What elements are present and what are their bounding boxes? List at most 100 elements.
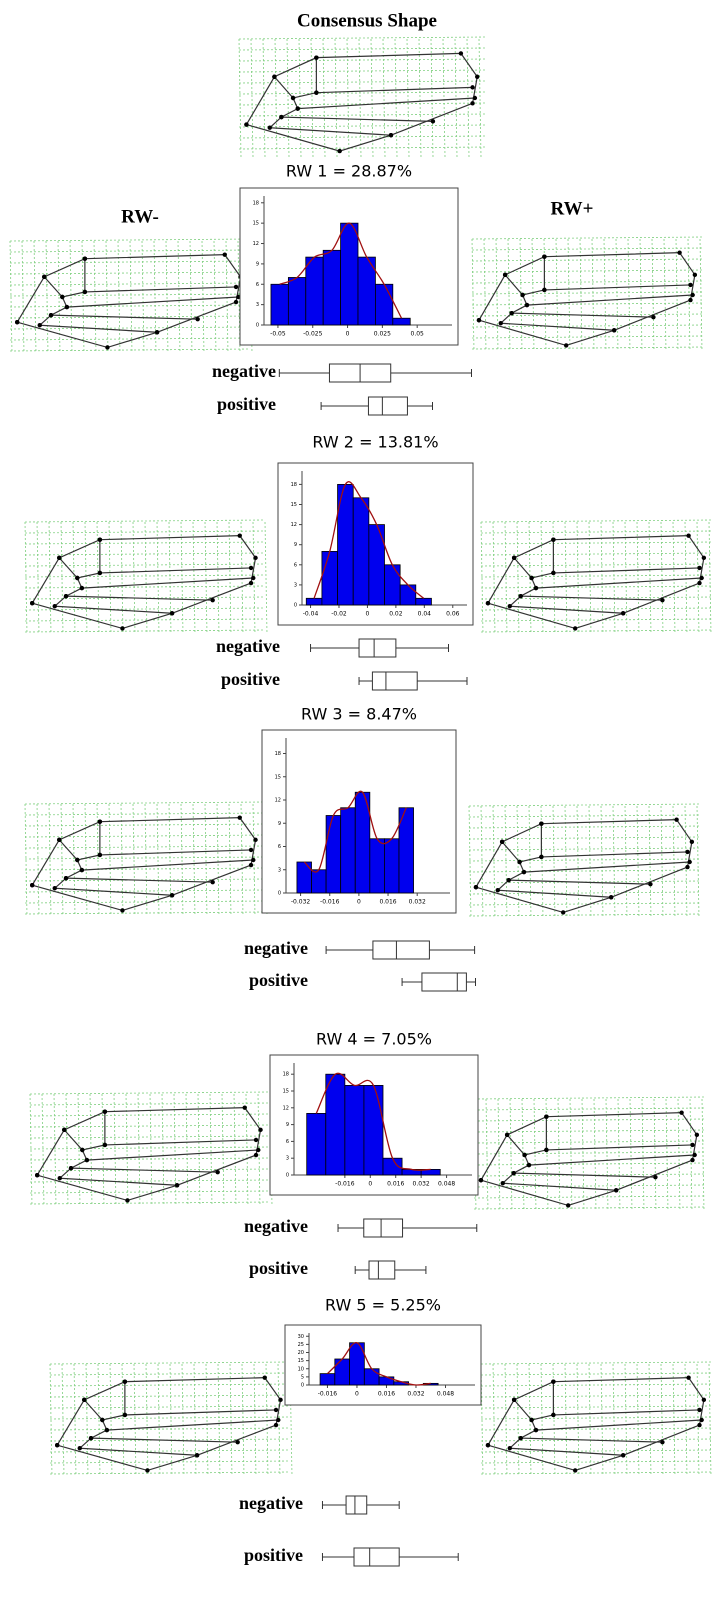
landmark: [30, 601, 35, 606]
deformation-grid: [137, 1093, 141, 1207]
x-tick-label: 0.05: [411, 331, 425, 338]
deformation-grid: [545, 1098, 549, 1212]
boxplot-label: positive: [249, 970, 308, 990]
landmark: [526, 1162, 532, 1168]
deformation-grid: [648, 521, 652, 635]
landmark: [57, 555, 62, 561]
landmark: [35, 1173, 40, 1178]
deformation-grid: [141, 240, 145, 354]
landmark: [551, 570, 556, 576]
landmark: [470, 85, 475, 90]
box: [358, 638, 397, 658]
histogram-bar: [322, 249, 341, 326]
deformation-grid: [480, 1460, 714, 1464]
deformation-grid: [591, 238, 595, 352]
landmark: [694, 1132, 700, 1138]
wing-shape: [473, 1096, 707, 1212]
histogram-frame: [284, 1324, 482, 1406]
y-tick-label: 0: [256, 323, 259, 329]
landmark: [88, 1435, 94, 1441]
deformation-grid: [61, 1363, 65, 1477]
deformation-grid: [24, 521, 28, 635]
landmark: [251, 857, 256, 863]
deformation-grid: [153, 240, 157, 354]
x-tick-label: 0.016: [379, 899, 396, 906]
landmark: [690, 1142, 695, 1148]
landmark: [82, 1397, 87, 1403]
deformation-grid: [473, 1151, 707, 1155]
density-curve: [303, 790, 407, 873]
deformation-grid: [660, 1363, 664, 1477]
x-tick-label: 0: [357, 899, 361, 906]
deformation-grid: [471, 269, 705, 273]
deformation-grid: [132, 521, 136, 635]
deformation-grid: [36, 521, 40, 635]
deformation-grid: [540, 805, 544, 919]
landmark: [48, 312, 54, 318]
landmark: [248, 847, 254, 853]
landmark: [236, 294, 241, 300]
deformation-grid: [480, 618, 714, 622]
deformation-grid: [24, 530, 266, 534]
deformation-grid: [480, 585, 714, 589]
deformation-grid: [485, 1098, 489, 1212]
landmark: [498, 321, 503, 326]
deformation-grid: [121, 1363, 125, 1477]
deformation-grid: [24, 823, 266, 827]
deformation-grid: [168, 521, 172, 635]
landmark: [620, 611, 626, 616]
landmark: [499, 839, 505, 845]
landmark: [52, 886, 57, 891]
x-tick-label: 0.048: [438, 1181, 455, 1188]
histogram-bar: [325, 1073, 346, 1176]
landmark: [511, 1170, 516, 1176]
x-tick-label: 0: [368, 1181, 372, 1188]
box: [367, 396, 408, 416]
landmark: [520, 292, 525, 298]
y-tick-label: 0: [286, 1173, 289, 1179]
deformation-grid: [33, 240, 37, 354]
deformation-grid: [471, 238, 475, 352]
y-tick-label: 9: [286, 1122, 289, 1128]
deformation-grid: [9, 304, 251, 308]
deformation-grid: [201, 240, 205, 354]
wing-vein: [99, 567, 252, 574]
deformation-grid: [9, 238, 251, 242]
landmark: [529, 1417, 534, 1423]
deformation-grid: [480, 607, 714, 611]
deformation-grid: [615, 238, 619, 352]
y-tick-label: 0: [294, 603, 297, 609]
histogram-bar: [399, 584, 417, 606]
y-tick-label: 15: [283, 1089, 289, 1095]
deformation-grid: [192, 521, 196, 635]
deformation-grid: [69, 240, 73, 354]
deformation-grid: [9, 337, 251, 341]
box: [421, 972, 467, 992]
landmark: [60, 294, 65, 300]
deformation-grid: [209, 1093, 213, 1207]
wing-shape: [24, 519, 268, 635]
deformation-grid: [624, 805, 628, 919]
deformation-grid: [9, 249, 251, 253]
rw-plus-label: RW+: [551, 198, 594, 219]
wing-vein: [553, 1409, 700, 1416]
x-tick-label: -0.016: [318, 1391, 338, 1398]
deformation-grid: [24, 900, 266, 904]
deformation-grid: [468, 825, 702, 829]
deformation-grid: [180, 521, 184, 635]
landmark: [699, 1417, 704, 1423]
deformation-grid: [217, 1363, 221, 1477]
landmark: [692, 1152, 697, 1158]
x-tick-label: 0.048: [437, 1391, 454, 1398]
deformation-grid: [480, 1405, 714, 1409]
y-tick-label: 25: [298, 1342, 304, 1348]
deformation-grid: [29, 1201, 271, 1205]
landmark: [100, 1417, 105, 1423]
landmark: [507, 604, 512, 609]
histogram-bar: [363, 1368, 380, 1386]
y-tick-label: 20: [298, 1350, 304, 1356]
x-tick-label: 0.04: [418, 611, 432, 618]
deformation-grid: [216, 521, 220, 635]
deformation-grid: [49, 1361, 291, 1365]
landmark: [237, 533, 242, 538]
